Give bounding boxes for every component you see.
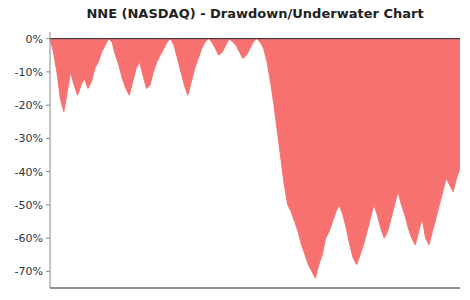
y-tick-label: -50% (15, 199, 43, 212)
y-tick (46, 204, 50, 205)
y-tick (46, 171, 50, 172)
title: NNE (NASDAQ) - Drawdown/Underwater Chart (86, 6, 423, 21)
x-axis-line (50, 288, 460, 289)
y-tick-label: 0% (26, 33, 43, 46)
y-tick-label: -10% (15, 66, 43, 79)
y-tick-label: -30% (15, 132, 43, 145)
y-tick (46, 238, 50, 239)
area-fill (50, 39, 460, 278)
y-tick-label: -70% (15, 265, 43, 278)
y-axis-line (50, 32, 51, 288)
y-axis: 0% -10% -20% -30% -40% -50% -60% -70% (15, 33, 50, 279)
area-line (50, 39, 460, 278)
y-tick-label: -20% (15, 99, 43, 112)
y-tick (46, 38, 50, 39)
y-tick (46, 71, 50, 72)
y-tick-label: -60% (15, 232, 43, 245)
y-tick (46, 105, 50, 106)
plot-area (50, 39, 460, 278)
zero-line (50, 38, 460, 39)
y-tick (46, 271, 50, 272)
y-tick (46, 138, 50, 139)
y-tick-label: -40% (15, 166, 43, 179)
chart: NNE (NASDAQ) - Drawdown/Underwater Chart… (0, 0, 470, 300)
